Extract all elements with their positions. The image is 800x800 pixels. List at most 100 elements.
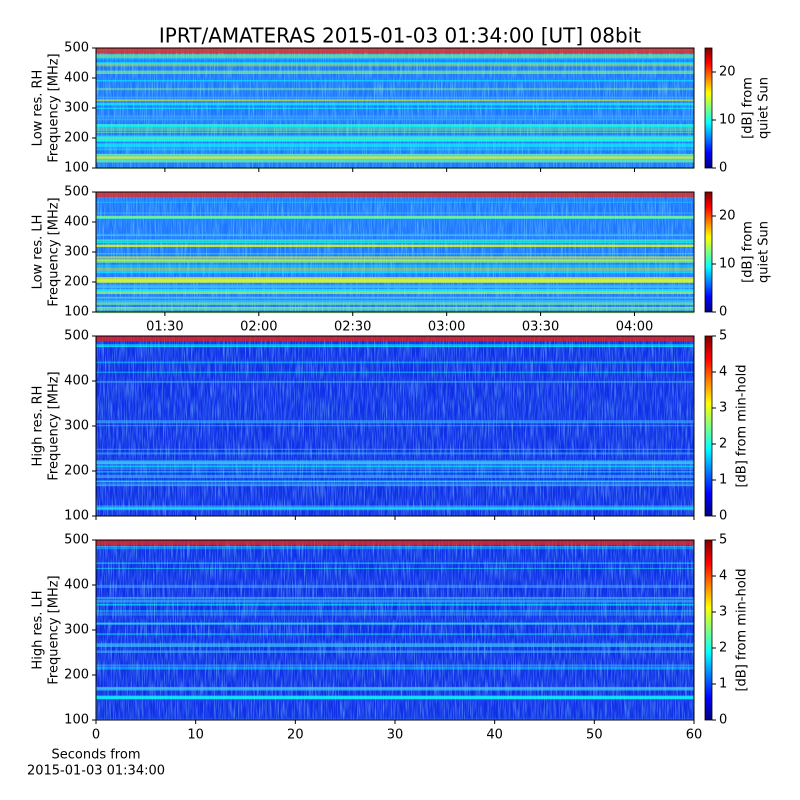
spectrogram-texture bbox=[96, 480, 694, 482]
spectrogram-texture bbox=[96, 474, 694, 479]
spectrogram-texture bbox=[96, 154, 694, 157]
spectrogram-texture bbox=[96, 160, 694, 163]
spectrogram-texture bbox=[96, 271, 694, 274]
spectrogram-texture bbox=[96, 241, 694, 243]
colorbar-tick-label: 20 bbox=[719, 209, 736, 224]
spectrogram-texture bbox=[96, 107, 694, 109]
spectrogram-texture bbox=[96, 301, 694, 305]
spectrogram-texture bbox=[96, 345, 694, 348]
spectrogram-texture bbox=[96, 148, 694, 151]
spectrogram-texture bbox=[96, 687, 694, 691]
spectrogram-texture bbox=[96, 361, 694, 364]
spectrogram-texture bbox=[96, 216, 694, 219]
spectrogram-texture bbox=[96, 610, 694, 612]
colorbar-label: [dB] from bbox=[741, 221, 756, 283]
y-tick-label: 200 bbox=[64, 131, 89, 146]
x-tick-label: 02:30 bbox=[334, 320, 371, 335]
y-tick-label: 500 bbox=[64, 329, 89, 344]
x-axis-label: 2015-01-03 01:34:00 bbox=[27, 764, 165, 779]
spectrogram-texture bbox=[96, 465, 694, 467]
spectrogram-texture bbox=[96, 244, 694, 247]
spectrogram-texture bbox=[96, 234, 694, 237]
colorbar-tick-label: 3 bbox=[719, 401, 727, 416]
y-tick-label: 100 bbox=[64, 305, 89, 320]
spectrogram-texture bbox=[96, 545, 694, 548]
y-tick-label: 400 bbox=[64, 374, 89, 389]
spectrogram-texture bbox=[96, 633, 694, 636]
spectrogram-texture bbox=[96, 99, 694, 102]
x-tick-label: 04:00 bbox=[616, 320, 653, 335]
spectrogram-texture bbox=[96, 643, 694, 647]
spectrogram-texture bbox=[96, 448, 694, 450]
spectrogram-texture bbox=[96, 239, 694, 241]
spectrogram-texture bbox=[96, 612, 694, 616]
colorbar-label: quiet Sun bbox=[757, 221, 772, 283]
spectrogram-texture bbox=[96, 201, 694, 203]
spectrogram-texture bbox=[96, 462, 694, 465]
spectrogram-texture bbox=[96, 115, 694, 118]
colorbar-tick-label: 0 bbox=[719, 713, 727, 728]
y-tick-label: 300 bbox=[64, 419, 89, 434]
colorbar-tick-label: 4 bbox=[719, 365, 727, 380]
colorbar-tick-label: 20 bbox=[719, 65, 736, 80]
y-tick-label: 200 bbox=[64, 668, 89, 683]
spectrogram-texture bbox=[96, 507, 694, 511]
x-tick-label: 30 bbox=[387, 728, 404, 743]
colorbar-label: [dB] from min-hold bbox=[735, 568, 750, 691]
spectrogram-texture bbox=[96, 264, 694, 268]
spectrogram-texture bbox=[96, 299, 694, 303]
spectrogram-texture bbox=[96, 642, 694, 645]
spectrogram-texture bbox=[96, 567, 694, 570]
y-tick-label: 400 bbox=[64, 215, 89, 230]
spectrogram-texture bbox=[96, 70, 694, 74]
spectrogram-texture bbox=[96, 48, 694, 53]
x-tick-label: 0 bbox=[92, 728, 100, 743]
colorbar-tick-label: 0 bbox=[719, 161, 727, 176]
x-tick-label: 50 bbox=[586, 728, 603, 743]
spectrogram-texture bbox=[96, 506, 694, 510]
colorbar-tick-label: 5 bbox=[719, 329, 727, 344]
spectrogram-texture bbox=[96, 192, 694, 197]
spectrogram-texture bbox=[96, 344, 694, 347]
spectrogram-texture bbox=[96, 131, 694, 133]
y-tick-label: 300 bbox=[64, 245, 89, 260]
spectrogram-texture bbox=[96, 650, 694, 653]
colorbar bbox=[704, 335, 713, 517]
spectrogram-texture bbox=[96, 695, 694, 699]
y-tick-label: 500 bbox=[64, 185, 89, 200]
spectrogram-texture bbox=[96, 584, 694, 588]
colorbar-tick-label: 0 bbox=[719, 305, 727, 320]
spectrogram-texture bbox=[96, 562, 694, 564]
y-tick-label: 500 bbox=[64, 533, 89, 548]
spectrogram-texture bbox=[96, 290, 694, 295]
colorbar-tick-label: 0 bbox=[719, 509, 727, 524]
spectrogram-texture bbox=[96, 253, 694, 255]
y-tick-label: 300 bbox=[64, 623, 89, 638]
spectrogram-texture bbox=[96, 540, 694, 545]
spectrogram-texture bbox=[96, 482, 694, 484]
spectrogram-texture bbox=[96, 54, 694, 58]
spectrogram-texture bbox=[96, 57, 694, 60]
colorbar-label: [dB] from bbox=[741, 77, 756, 139]
spectrogram-texture bbox=[96, 666, 694, 670]
spectrogram-texture bbox=[96, 157, 694, 161]
y-axis-label: Frequency [MHz] bbox=[47, 197, 62, 306]
spectrogram-texture bbox=[96, 239, 694, 242]
x-tick-label: 03:30 bbox=[522, 320, 559, 335]
spectrogram-texture bbox=[96, 381, 694, 383]
colorbar-tick-label: 4 bbox=[719, 569, 727, 584]
x-tick-label: 40 bbox=[486, 728, 503, 743]
colorbar-label: quiet Sun bbox=[757, 77, 772, 139]
spectrogram-texture bbox=[96, 269, 694, 271]
spectrogram-texture bbox=[96, 118, 694, 121]
colorbar-tick-label: 2 bbox=[719, 641, 727, 656]
y-axis-label: High res. RH bbox=[31, 386, 46, 467]
spectrogram-texture bbox=[96, 216, 694, 219]
spectrogram-texture bbox=[96, 505, 694, 509]
spectrogram-texture bbox=[96, 62, 694, 65]
y-tick-label: 400 bbox=[64, 71, 89, 86]
spectrogram-texture bbox=[96, 102, 694, 106]
spectrogram-texture bbox=[96, 600, 694, 603]
figure-title: IPRT/AMATERAS 2015-01-03 01:34:00 [UT] 0… bbox=[159, 24, 641, 48]
spectrogram-texture bbox=[96, 460, 694, 463]
